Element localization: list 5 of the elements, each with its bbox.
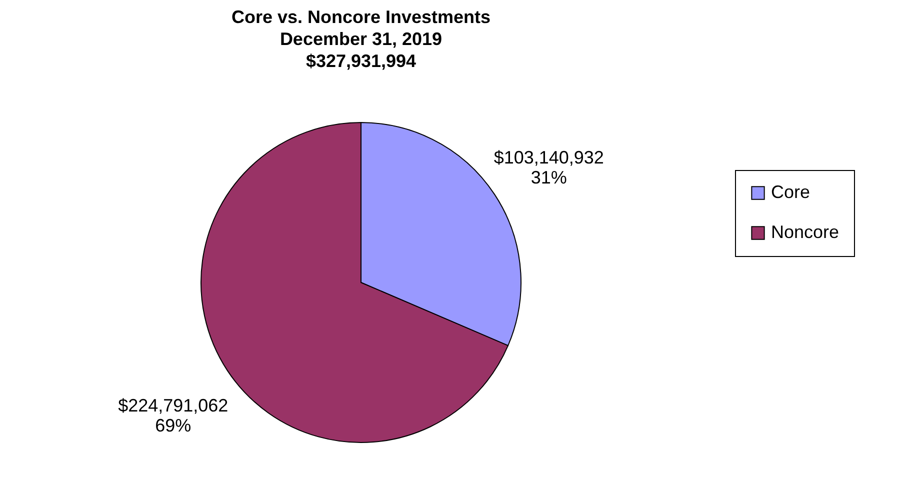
data-label: $103,140,932 31% <box>494 148 604 188</box>
chart-title: Core vs. Noncore Investments December 31, 2019 $327,931,994 <box>231 7 491 71</box>
data-label: $224,791,062 69% <box>118 395 228 436</box>
legend-label: Noncore <box>771 222 840 242</box>
legend-label: Core <box>771 182 810 202</box>
